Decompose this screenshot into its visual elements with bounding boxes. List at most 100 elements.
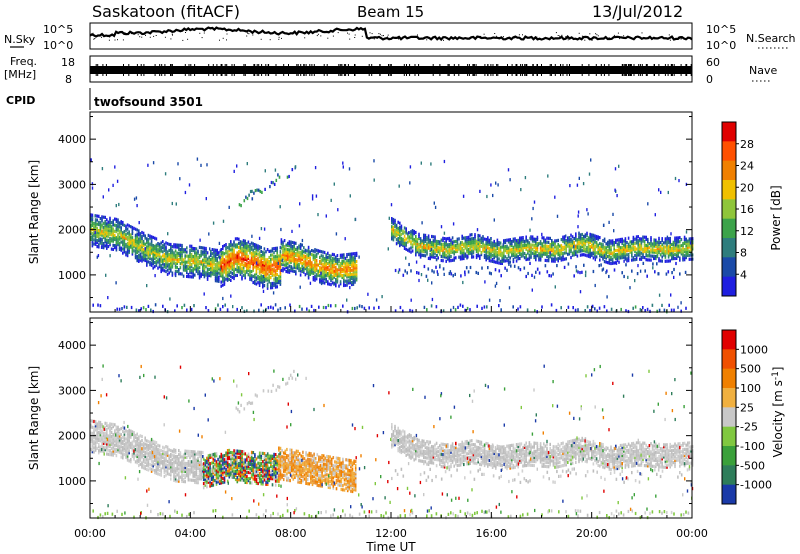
- heatmap-cell: [134, 243, 137, 248]
- lower-band-cell: [644, 269, 646, 273]
- heatmap-cell: [394, 231, 396, 235]
- heatmap-cell: [643, 243, 646, 247]
- heatmap-cell: [658, 236, 660, 240]
- heatmap-cell: [282, 267, 284, 271]
- heatmap-cell: [142, 231, 145, 235]
- heatmap-cell: [575, 244, 577, 248]
- heatmap-cell: [106, 230, 108, 234]
- heatmap-cell: [627, 242, 630, 246]
- heatmap-cell: [608, 245, 611, 249]
- freq-spike: [623, 64, 625, 76]
- heatmap-cell: [669, 243, 671, 247]
- heatmap-cell: [160, 467, 162, 471]
- heatmap-cell: [288, 270, 291, 274]
- heatmap-cell: [621, 245, 623, 249]
- heatmap-cell: [597, 235, 599, 239]
- heatmap-cell: [158, 252, 161, 257]
- heatmap-cell: [96, 440, 98, 444]
- heatmap-cell: [415, 245, 417, 249]
- heatmap-cell: [506, 238, 508, 242]
- heatmap-cell: [424, 254, 427, 258]
- heatmap-cell: [675, 252, 678, 256]
- heatmap-cell: [131, 252, 134, 256]
- heatmap-cell: [260, 258, 262, 262]
- heatmap-cell: [126, 237, 129, 241]
- heatmap-cell: [109, 448, 111, 453]
- heatmap-cell: [276, 277, 278, 281]
- heatmap-cell: [271, 257, 274, 261]
- heatmap-cell: [691, 257, 694, 261]
- colorbar-tick-label: 4: [740, 268, 747, 281]
- heatmap-cell: [535, 237, 537, 241]
- heatmap-cell: [258, 283, 261, 287]
- heatmap-cell: [402, 239, 404, 243]
- freq-spike: [414, 64, 416, 76]
- heatmap-cell: [680, 238, 683, 242]
- heatmap-cell: [263, 261, 266, 265]
- heatmap-cell: [343, 269, 345, 273]
- heatmap-cell: [149, 246, 151, 250]
- noise-search-dot: [559, 35, 561, 37]
- heatmap-cell: [138, 257, 140, 261]
- heatmap-cell: [134, 252, 137, 256]
- speckle-cell: [329, 256, 331, 261]
- heatmap-cell: [346, 269, 348, 273]
- noise-search-dot: [591, 39, 593, 41]
- heatmap-cell: [233, 250, 235, 254]
- heatmap-cell: [501, 255, 503, 259]
- heatmap-cell: [133, 451, 135, 455]
- heatmap-cell: [509, 250, 511, 254]
- heatmap-cell: [115, 219, 118, 223]
- heatmap-cell: [471, 239, 473, 243]
- heatmap-cell: [242, 247, 245, 251]
- heatmap-cell: [496, 261, 499, 265]
- heatmap-cell: [211, 248, 214, 252]
- heatmap-cell: [496, 250, 499, 254]
- heatmap-cell: [434, 247, 436, 251]
- heatmap-cell: [509, 244, 511, 248]
- heatmap-cell: [226, 260, 229, 264]
- heatmap-cell: [128, 441, 130, 445]
- heatmap-cell: [210, 266, 212, 270]
- heatmap-cell: [488, 240, 491, 244]
- heatmap-cell: [416, 248, 419, 252]
- heatmap-cell: [559, 250, 561, 254]
- heatmap-cell: [210, 249, 212, 253]
- heatmap-cell: [666, 241, 668, 245]
- heatmap-cell: [691, 243, 694, 247]
- heatmap-cell: [118, 237, 121, 241]
- heatmap-cell: [288, 252, 291, 256]
- heatmap-cell: [231, 275, 234, 279]
- heatmap-cell: [147, 254, 150, 258]
- heatmap-cell: [249, 277, 251, 281]
- heatmap-cell: [427, 240, 430, 244]
- heatmap-cell: [591, 243, 593, 247]
- heatmap-cell: [539, 254, 542, 258]
- heatmap-cell: [589, 238, 591, 243]
- heatmap-cell: [525, 245, 527, 249]
- heatmap-cell: [170, 257, 172, 261]
- heatmap-cell: [325, 255, 327, 259]
- speckle-cell: [409, 165, 412, 169]
- heatmap-cell: [560, 256, 563, 260]
- heatmap-cell: [643, 241, 646, 245]
- heatmap-cell: [290, 250, 292, 254]
- heatmap-cell: [210, 272, 212, 276]
- heatmap-cell: [528, 253, 531, 257]
- heatmap-cell: [587, 244, 590, 248]
- heatmap-cell: [126, 442, 129, 446]
- heatmap-cell: [122, 448, 124, 452]
- noise-search-dot: [557, 35, 559, 36]
- heatmap-cell: [141, 257, 143, 261]
- heatmap-cell: [411, 243, 414, 247]
- arc-cell: [245, 195, 247, 199]
- heatmap-cell: [533, 237, 535, 241]
- heatmap-cell: [214, 258, 217, 262]
- heatmap-cell: [463, 252, 465, 256]
- heatmap-cell: [631, 246, 633, 250]
- speckle-cell: [590, 158, 592, 162]
- heatmap-cell: [178, 268, 180, 272]
- heatmap-cell: [200, 274, 202, 278]
- heatmap-cell: [688, 237, 691, 241]
- heatmap-cell: [419, 237, 422, 241]
